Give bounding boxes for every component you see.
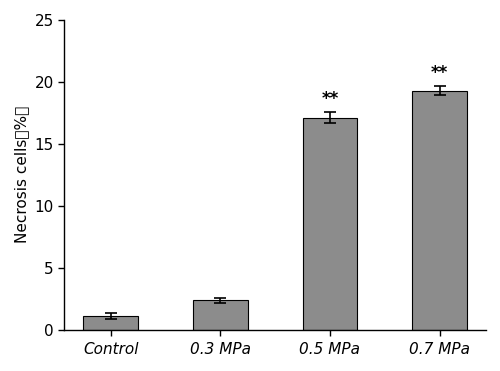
Text: **: **	[322, 91, 338, 108]
Y-axis label: Necrosis cells（%）: Necrosis cells（%）	[14, 106, 29, 243]
Bar	[302, 118, 358, 329]
Bar	[412, 91, 467, 329]
Text: **: **	[431, 65, 448, 82]
Bar	[193, 301, 248, 329]
Bar	[84, 316, 138, 329]
